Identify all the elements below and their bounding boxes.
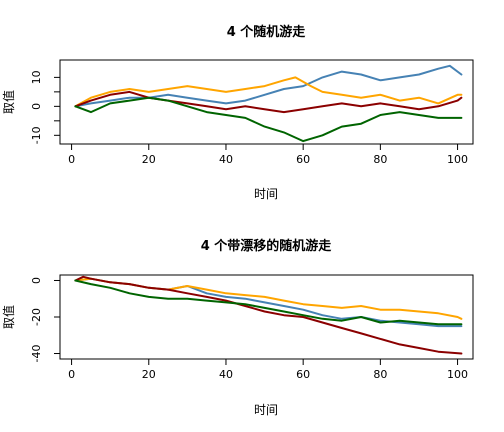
x-tick-label: 20	[142, 368, 156, 381]
x-tick-label: 100	[447, 368, 468, 381]
y-axis: -10 0 10	[30, 70, 60, 144]
chart-title: 4 个随机游走	[227, 24, 307, 40]
y-tick-label: 10	[30, 70, 43, 84]
y-axis: 0 -20 -40	[30, 277, 60, 363]
x-tick-label: 100	[447, 153, 468, 166]
x-tick-label: 0	[68, 368, 75, 381]
x-axis: 0 20 40 60 80 100	[68, 144, 468, 166]
x-axis: 0 20 40 60 80 100	[68, 359, 468, 381]
series-line-4	[74, 96, 463, 143]
series-line-4	[74, 279, 463, 326]
y-axis-label: 取值	[1, 305, 16, 329]
x-axis-label: 时间	[254, 187, 278, 201]
y-tick-label: -40	[30, 345, 43, 363]
series-line-1	[74, 64, 463, 108]
panel-top: 4 个随机游走 0 20 40 60 80 100 -10 0 10 时间 取值	[1, 24, 474, 201]
x-tick-label: 40	[219, 368, 233, 381]
x-tick-label: 0	[68, 153, 75, 166]
series-line-2	[74, 76, 463, 108]
x-tick-label: 20	[142, 153, 156, 166]
series-line-3	[74, 275, 463, 355]
y-tick-label: 0	[30, 103, 43, 110]
y-tick-label: 0	[30, 277, 43, 284]
y-axis-label: 取值	[1, 90, 16, 114]
plot-frame	[59, 59, 474, 145]
chart-title: 4 个带漂移的随机游走	[201, 238, 333, 254]
y-tick-label: -20	[30, 308, 43, 326]
x-axis-label: 时间	[254, 403, 278, 417]
series-lines	[74, 275, 463, 355]
x-tick-label: 40	[219, 153, 233, 166]
y-tick-label: -10	[30, 126, 43, 144]
x-tick-label: 60	[296, 368, 310, 381]
panel-bottom: 4 个带漂移的随机游走 0 20 40 60 80 100 0 -20 -40 时间 取值	[1, 238, 474, 417]
series-line-3	[74, 90, 463, 114]
x-tick-label: 80	[373, 368, 387, 381]
x-tick-label: 80	[373, 153, 387, 166]
series-lines	[74, 64, 463, 143]
x-tick-label: 60	[296, 153, 310, 166]
